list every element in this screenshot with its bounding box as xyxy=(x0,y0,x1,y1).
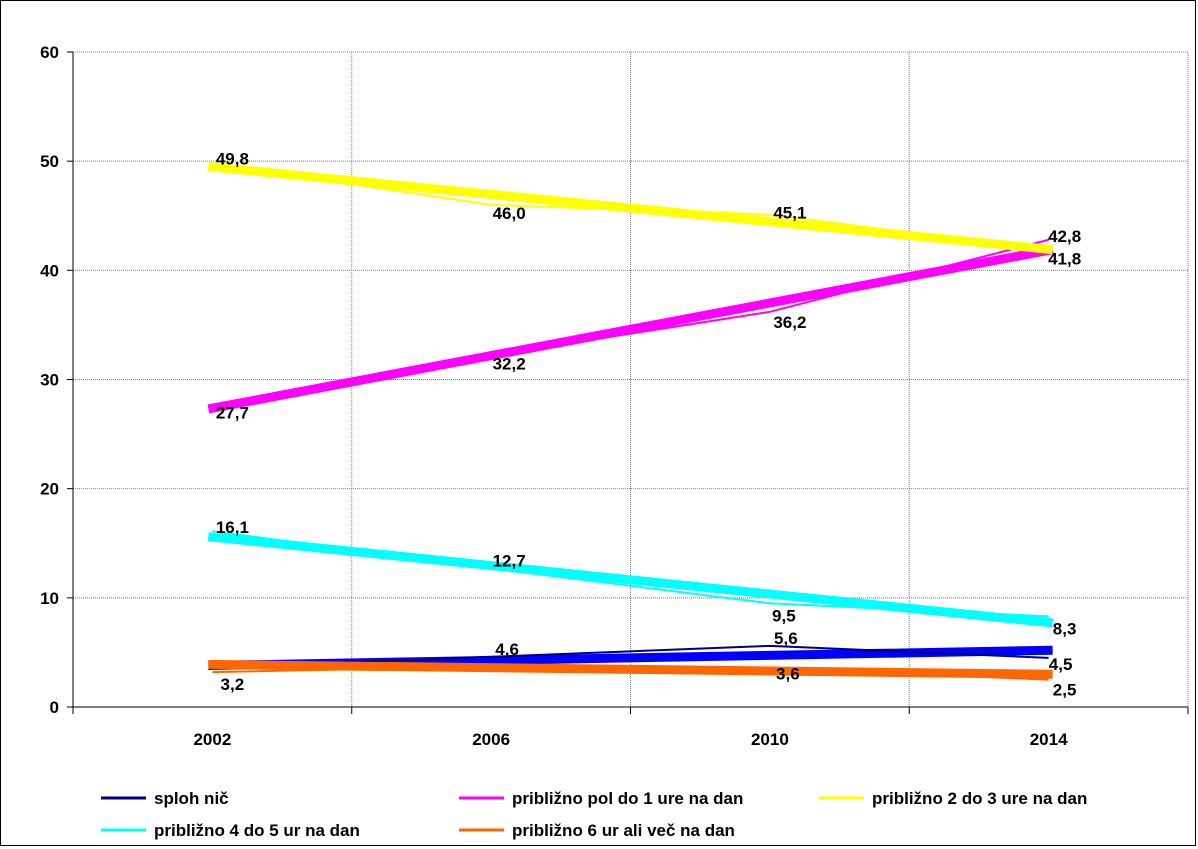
data-label: 32,2 xyxy=(493,354,526,373)
data-label: 3,2 xyxy=(221,675,245,694)
series-line-4 xyxy=(212,665,1049,681)
series-line-1 xyxy=(212,238,1049,406)
x-tick-labels: 2002 2006 2010 2014 xyxy=(193,730,1068,749)
data-label: 49,8 xyxy=(216,149,249,168)
data-label: 5,6 xyxy=(774,629,798,648)
data-label: 16,1 xyxy=(216,518,249,537)
legend: sploh nič približno pol do 1 ure na dan pr… xyxy=(101,789,1087,840)
x-tick-label: 2006 xyxy=(472,730,510,749)
data-label: 36,2 xyxy=(773,313,806,332)
trend-line-4 xyxy=(208,659,1053,679)
legend-label: sploh nič xyxy=(154,789,229,808)
legend-label: približno 6 ur ali več na dan xyxy=(512,821,735,840)
x-tick-label: 2002 xyxy=(193,730,231,749)
y-tick-label: 30 xyxy=(40,371,59,390)
data-label: 3,6 xyxy=(776,665,800,684)
data-label: 2,5 xyxy=(1053,681,1077,700)
data-label: 42,8 xyxy=(1048,227,1081,246)
y-tick-label: 0 xyxy=(50,698,59,717)
x-tick-label: 2014 xyxy=(1030,730,1068,749)
series-line-3 xyxy=(212,530,1049,618)
y-tick-label: 10 xyxy=(40,589,59,608)
legend-label: približno 2 do 3 ure na dan xyxy=(872,789,1087,808)
y-tick-label: 60 xyxy=(40,43,59,62)
trend-line-1 xyxy=(207,245,1054,414)
series-lines xyxy=(207,162,1054,681)
data-label: 4,6 xyxy=(495,640,519,659)
legend-label: približno pol do 1 ure na dan xyxy=(512,789,743,808)
data-label: 41,8 xyxy=(1048,250,1081,269)
axes xyxy=(67,51,1189,714)
data-label: 8,3 xyxy=(1053,619,1077,638)
data-label: 4,5 xyxy=(1049,655,1073,674)
data-label: 27,7 xyxy=(216,404,249,423)
data-label: 45,1 xyxy=(773,204,806,223)
x-tick-label: 2010 xyxy=(751,730,789,749)
y-tick-label: 40 xyxy=(40,261,59,280)
data-labels: 4,6 5,6 4,5 27,7 32,2 36,2 42,8 49,8 46,0 45,1 41,… xyxy=(216,149,1081,699)
y-tick-labels: 0 10 20 30 40 50 60 xyxy=(40,43,59,717)
data-label: 12,7 xyxy=(493,551,526,570)
y-tick-label: 50 xyxy=(40,152,59,171)
y-tick-label: 20 xyxy=(40,480,59,499)
data-label: 9,5 xyxy=(772,606,796,625)
legend-label: približno 4 do 5 ur na dan xyxy=(154,821,360,840)
series-line-2 xyxy=(212,162,1049,252)
data-label: 46,0 xyxy=(493,204,526,223)
trend-line-3 xyxy=(207,532,1054,628)
trend-line-2 xyxy=(207,162,1054,255)
